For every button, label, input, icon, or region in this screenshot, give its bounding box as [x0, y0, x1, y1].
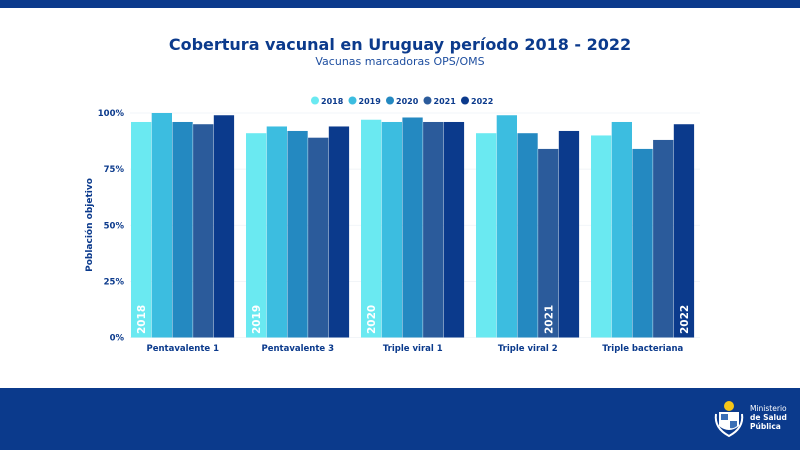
bar-2019-1 [266, 126, 287, 338]
bar-2019-3 [496, 115, 517, 338]
bar-2018-3 [476, 133, 497, 338]
legend-swatch [423, 96, 432, 105]
bar-2021-1 [308, 137, 329, 338]
logo-line-1: Ministerio [750, 404, 787, 413]
bar-2021-3 [538, 148, 559, 338]
y-tick-label: 75% [104, 165, 125, 175]
bar-2018-2 [361, 119, 382, 338]
bar-2021-0 [193, 124, 214, 338]
y-tick-label: 50% [104, 221, 125, 231]
legend-label: 2019 [359, 97, 382, 106]
bar-2022-4 [673, 124, 695, 338]
top-bar [0, 0, 800, 8]
x-tick-label: Triple viral 1 [383, 344, 443, 354]
bar-2019-4 [611, 121, 632, 338]
y-tick-label: 0% [110, 334, 125, 344]
bar-2018-0 [131, 121, 152, 338]
y-tick-label: 100% [98, 109, 125, 119]
legend-label: 2022 [471, 97, 493, 106]
bar-2018-1 [246, 133, 267, 338]
bar-2019-2 [381, 121, 402, 338]
legend-swatch [461, 96, 469, 105]
bar-year-annotation: 2020 [366, 305, 378, 334]
bar-2022-2 [443, 121, 465, 338]
legend-label: 2018 [321, 97, 344, 106]
y-axis-label: Población objetivo [84, 178, 95, 272]
bar-2020-1 [287, 130, 308, 338]
bar-2020-4 [632, 148, 653, 338]
bar-year-annotation: 2019 [251, 305, 263, 334]
bar-2022-0 [213, 115, 235, 338]
x-tick-label: Triple bacteriana [602, 344, 683, 354]
bar-2019-0 [151, 113, 172, 338]
ministry-logo: Ministerio de Salud Pública [712, 398, 792, 440]
x-tick-label: Pentavalente 1 [146, 344, 219, 354]
bar-year-annotation: 2021 [543, 305, 555, 334]
legend-swatch [348, 96, 357, 105]
bar-2021-4 [653, 139, 674, 338]
legend-swatch [386, 96, 394, 105]
legend-label: 2021 [434, 97, 457, 106]
bar-2020-3 [517, 133, 538, 338]
logo-line-2: de Salud [750, 413, 787, 422]
bar-year-annotation: 2022 [679, 305, 691, 334]
footer-band [0, 388, 800, 450]
x-tick-label: Triple viral 2 [498, 344, 558, 354]
legend-swatch [311, 96, 319, 105]
bar-2021-2 [423, 121, 444, 338]
bar-2020-0 [172, 121, 193, 338]
logo-line-3: Pública [750, 422, 781, 431]
x-tick-label: Pentavalente 3 [261, 344, 334, 354]
coat-of-arms-icon [714, 401, 744, 438]
bar-2020-2 [402, 117, 423, 338]
bar-2022-1 [328, 126, 350, 338]
chart-title: Cobertura vacunal en Uruguay período 201… [168, 35, 632, 54]
y-tick-label: 25% [104, 277, 125, 287]
chart-subtitle: Vacunas marcadoras OPS/OMS [315, 55, 485, 68]
bar-2018-4 [591, 135, 612, 338]
legend-label: 2020 [396, 97, 419, 106]
bar-year-annotation: 2018 [136, 305, 148, 334]
bar-2022-3 [558, 130, 580, 338]
